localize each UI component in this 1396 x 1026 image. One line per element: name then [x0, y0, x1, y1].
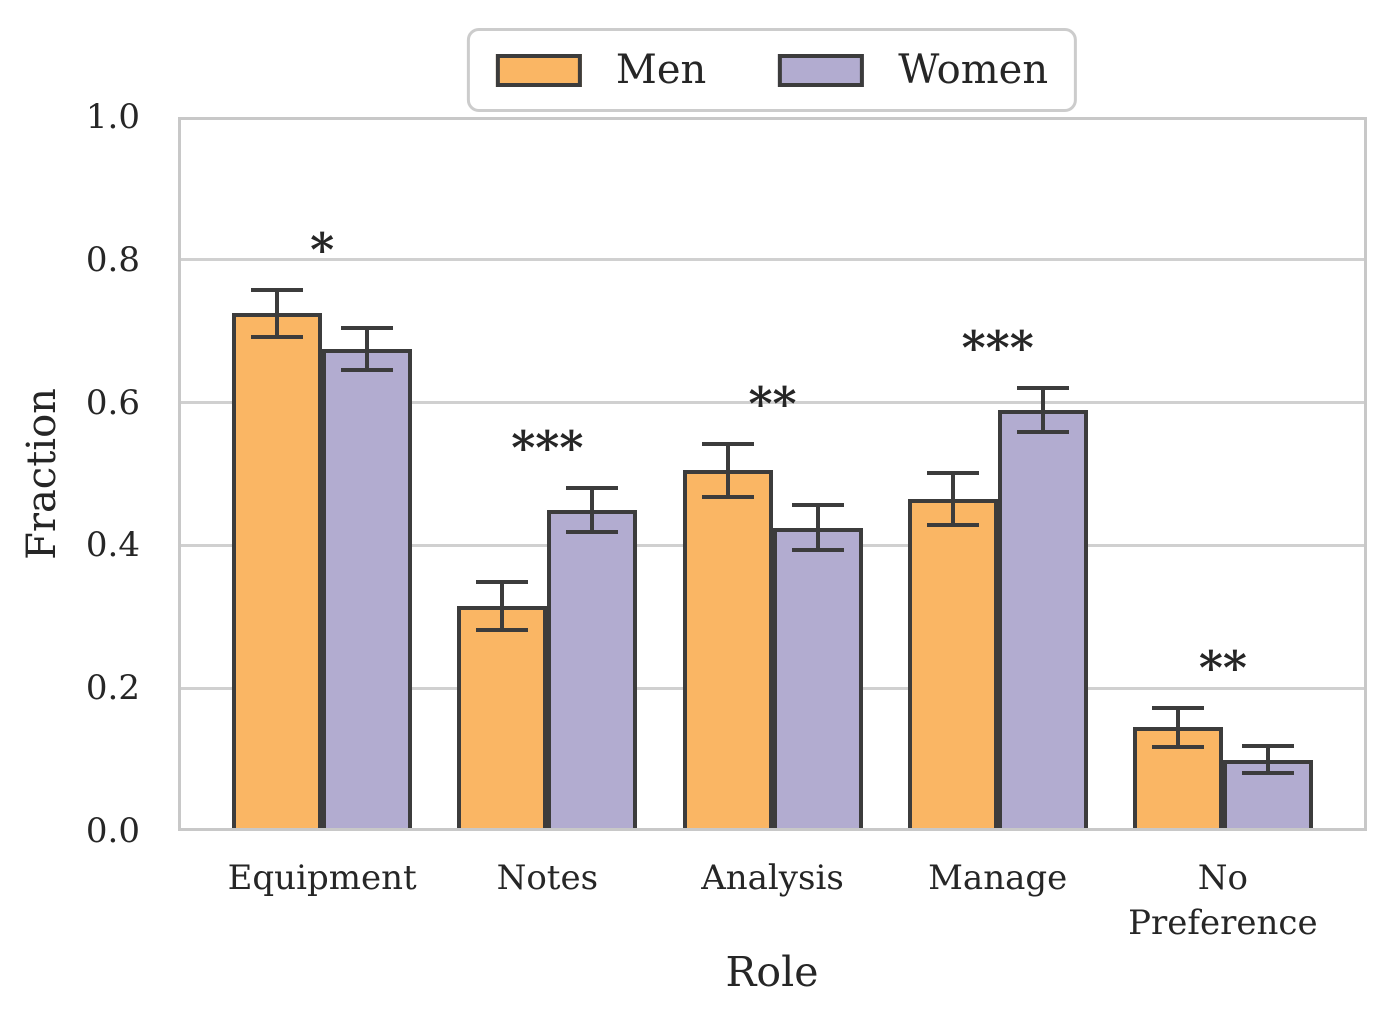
gridline-0-8 — [178, 258, 1367, 262]
legend-item-women: Women — [778, 50, 1048, 90]
error-bar-cap-top-women-notes — [566, 485, 619, 490]
error-bar-cap-top-men-analysis — [701, 442, 754, 446]
y-tick-0-4: 0.4 — [85, 525, 140, 566]
x-tick-notes: Notes — [496, 858, 599, 898]
bar-men-manage — [907, 498, 998, 831]
legend: Men Women — [466, 28, 1078, 112]
x-tick-equipment: Equipment — [227, 858, 417, 898]
x-tick-manage: Manage — [928, 858, 1068, 898]
legend-item-men: Men — [495, 47, 707, 93]
error-bar-cap-bottom-women-no-preference — [1241, 771, 1294, 776]
error-bar-cap-bottom-women-analysis — [791, 547, 844, 552]
error-bar-cap-top-men-notes — [476, 579, 529, 584]
error-bar-line-men-equipment — [275, 289, 280, 337]
error-bar-cap-top-women-no-preference — [1241, 744, 1294, 749]
x-tick-analysis: Analysis — [701, 858, 844, 898]
bar-women-analysis — [772, 527, 863, 831]
error-bar-cap-bottom-men-notes — [476, 628, 529, 633]
error-bar-line-men-no-preference — [1175, 708, 1180, 747]
error-bar-line-women-analysis — [815, 505, 820, 550]
significance-marker-analysis: ** — [748, 377, 797, 432]
significance-marker-equipment: * — [310, 222, 335, 277]
gridline-0-6 — [178, 401, 1367, 405]
error-bar-line-women-equipment — [365, 327, 370, 371]
error-bar-cap-bottom-men-analysis — [701, 494, 754, 499]
y-tick-0-2: 0.2 — [85, 668, 140, 709]
error-bar-cap-top-men-equipment — [251, 287, 304, 292]
x-axis-label: Role — [725, 948, 819, 996]
significance-marker-manage: *** — [961, 320, 1034, 375]
x-tick-no-preference: No Preference — [1128, 858, 1318, 943]
error-bar-cap-bottom-women-notes — [566, 529, 619, 534]
error-bar-cap-bottom-men-equipment — [251, 334, 304, 339]
y-tick-1-0: 1.0 — [85, 97, 140, 137]
legend-swatch-women — [778, 53, 865, 87]
error-bar-cap-top-men-no-preference — [1151, 706, 1204, 711]
bar-women-manage — [997, 409, 1088, 831]
y-axis-label: Fraction — [19, 388, 65, 560]
error-bar-line-men-analysis — [725, 444, 730, 497]
legend-label-women: Women — [898, 47, 1049, 93]
error-bar-cap-bottom-men-no-preference — [1151, 744, 1204, 749]
significance-marker-notes: *** — [511, 420, 584, 475]
error-bar-line-women-no-preference — [1265, 746, 1270, 774]
error-bar-line-men-manage — [950, 473, 955, 525]
legend-label-men: Men — [615, 47, 707, 93]
error-bar-cap-top-women-analysis — [791, 503, 844, 508]
y-tick-0-6: 0.6 — [85, 382, 140, 423]
error-bar-cap-top-women-manage — [1016, 385, 1069, 390]
bar-women-notes — [547, 509, 638, 831]
legend-swatch-men — [495, 53, 582, 87]
error-bar-line-men-notes — [500, 581, 505, 631]
bar-men-equipment — [232, 313, 323, 831]
bar-men-analysis — [682, 470, 773, 831]
significance-marker-no-preference: ** — [1198, 641, 1247, 696]
error-bar-line-women-manage — [1040, 387, 1045, 432]
bar-women-equipment — [322, 349, 413, 831]
error-bar-cap-bottom-women-manage — [1016, 429, 1069, 434]
error-bar-line-women-notes — [590, 487, 595, 532]
error-bar-cap-bottom-women-equipment — [341, 368, 394, 373]
error-bar-cap-top-women-equipment — [341, 325, 394, 330]
error-bar-cap-bottom-men-manage — [926, 522, 979, 527]
y-tick-0-0: 0.0 — [85, 811, 140, 851]
y-tick-0-8: 0.8 — [85, 239, 140, 280]
error-bar-cap-top-men-manage — [926, 471, 979, 476]
bar-men-notes — [457, 606, 548, 831]
